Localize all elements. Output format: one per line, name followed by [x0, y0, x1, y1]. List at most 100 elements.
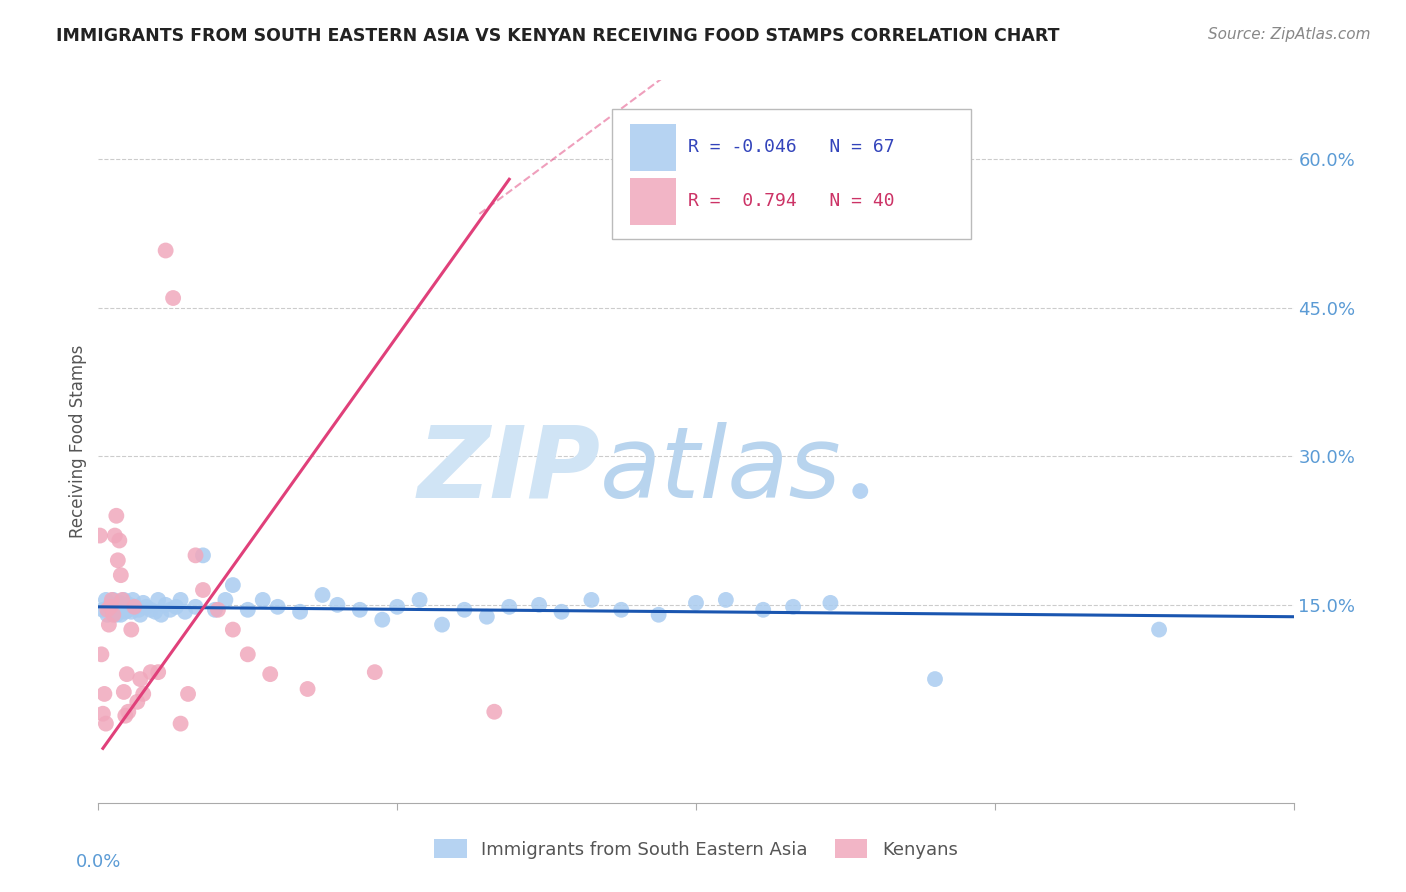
Point — [214, 593, 236, 607]
Point — [118, 598, 141, 612]
Text: R =  0.794   N = 40: R = 0.794 N = 40 — [688, 193, 894, 211]
Point — [236, 648, 259, 662]
Point — [103, 603, 125, 617]
Point — [93, 687, 115, 701]
Point — [714, 593, 737, 607]
Point — [110, 568, 132, 582]
Point — [453, 603, 475, 617]
Point — [115, 599, 138, 614]
Point — [98, 598, 122, 612]
Point — [288, 605, 311, 619]
Point — [108, 596, 131, 610]
Point — [148, 593, 170, 607]
Point — [752, 603, 775, 617]
Text: IMMIGRANTS FROM SOUTH EASTERN ASIA VS KENYAN RECEIVING FOOD STAMPS CORRELATION C: IMMIGRANTS FROM SOUTH EASTERN ASIA VS KE… — [56, 27, 1060, 45]
Point — [610, 603, 633, 617]
Point — [236, 603, 259, 617]
Point — [550, 605, 572, 619]
Point — [581, 593, 603, 607]
Point — [184, 599, 207, 614]
Point — [148, 665, 170, 680]
Point — [349, 603, 371, 617]
Point — [91, 706, 114, 721]
Point — [111, 599, 134, 614]
Point — [110, 607, 132, 622]
Point — [191, 582, 214, 597]
Point — [91, 603, 114, 617]
Point — [155, 244, 177, 258]
Point — [143, 605, 166, 619]
Point — [139, 665, 162, 680]
Point — [364, 665, 387, 680]
Point — [105, 607, 128, 622]
Point — [120, 605, 142, 619]
Point — [475, 609, 498, 624]
Point — [408, 593, 430, 607]
Point — [117, 705, 139, 719]
Point — [107, 603, 129, 617]
Point — [94, 716, 117, 731]
Text: ZIP: ZIP — [418, 422, 600, 519]
Point — [174, 605, 197, 619]
Text: 0.0%: 0.0% — [76, 854, 121, 871]
Point — [924, 672, 946, 686]
Point — [112, 685, 135, 699]
Point — [385, 599, 409, 614]
Point — [139, 603, 162, 617]
Point — [125, 599, 148, 614]
Point — [820, 596, 842, 610]
Text: Source: ZipAtlas.com: Source: ZipAtlas.com — [1208, 27, 1371, 42]
Point — [150, 607, 173, 622]
Point — [222, 578, 245, 592]
Point — [127, 695, 149, 709]
Point — [527, 598, 550, 612]
Point — [222, 623, 245, 637]
Point — [267, 599, 290, 614]
Point — [484, 705, 506, 719]
Point — [114, 708, 136, 723]
Text: atlas: atlas — [600, 422, 842, 519]
Point — [132, 687, 155, 701]
Point — [94, 593, 117, 607]
Point — [326, 598, 349, 612]
Point — [129, 672, 152, 686]
Point — [101, 593, 124, 607]
Point — [90, 648, 112, 662]
Point — [103, 593, 125, 607]
Point — [96, 607, 118, 622]
Point — [97, 617, 120, 632]
Point — [107, 553, 129, 567]
Point — [108, 533, 131, 548]
Text: R = -0.046   N = 67: R = -0.046 N = 67 — [688, 138, 894, 156]
Point — [101, 605, 124, 619]
Point — [89, 528, 111, 542]
Point — [177, 687, 200, 701]
Point — [252, 593, 274, 607]
Point — [128, 603, 150, 617]
Point — [104, 528, 127, 542]
Point — [498, 599, 520, 614]
Point — [311, 588, 333, 602]
Point — [259, 667, 281, 681]
Point — [297, 681, 319, 696]
Point — [121, 593, 143, 607]
Point — [207, 603, 229, 617]
Point — [115, 667, 138, 681]
FancyBboxPatch shape — [630, 178, 676, 225]
Point — [685, 596, 707, 610]
Point — [132, 596, 155, 610]
Point — [104, 599, 127, 614]
Point — [184, 549, 207, 563]
Point — [430, 617, 453, 632]
Point — [129, 607, 152, 622]
Point — [782, 599, 804, 614]
Point — [96, 603, 118, 617]
FancyBboxPatch shape — [613, 109, 972, 239]
Point — [114, 605, 136, 619]
Point — [162, 291, 184, 305]
Point — [849, 483, 872, 498]
Point — [97, 599, 120, 614]
Point — [120, 623, 142, 637]
Point — [124, 599, 146, 614]
Point — [165, 599, 187, 614]
